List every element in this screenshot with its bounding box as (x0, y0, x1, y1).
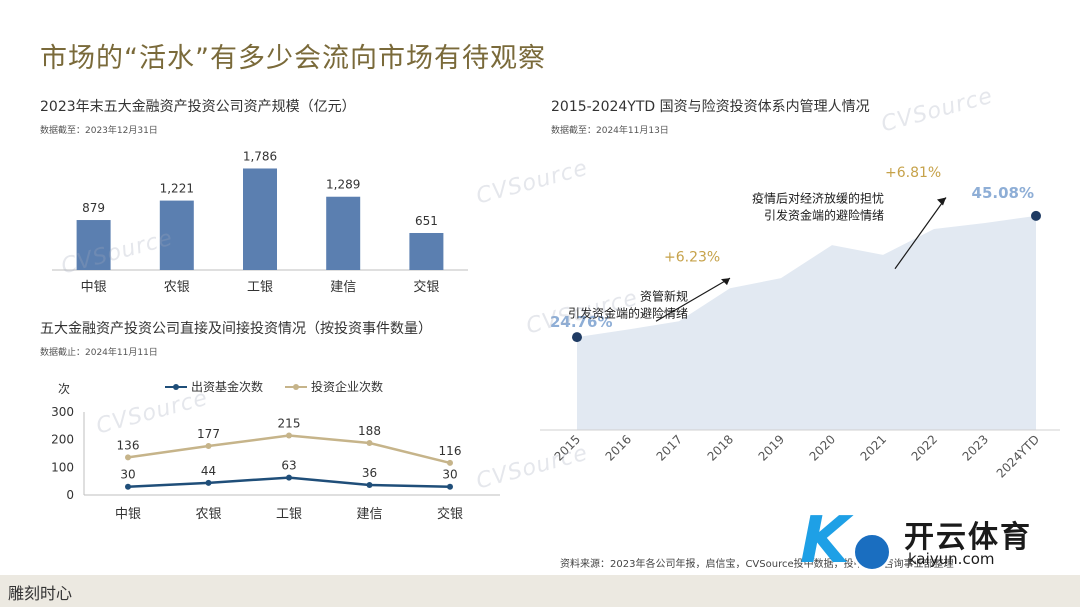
y-tick-label: 200 (51, 433, 74, 447)
series-point (366, 482, 373, 489)
legend-label: 投资企业次数 (311, 379, 383, 394)
area-chart-date: 数据截至：2024年11月13日 (551, 126, 669, 136)
area-fill (577, 215, 1036, 430)
arrow-head (721, 278, 730, 286)
series-point (125, 454, 131, 461)
x-category-label: 建信 (356, 507, 382, 522)
area-chart: 24.76%45.08%2015 2016 2017 2018 2019 2020 2021… (540, 165, 1060, 481)
x-category-label: 工银 (276, 507, 302, 522)
bar-value-label: 651 (415, 214, 438, 228)
data-label: 63 (281, 459, 296, 473)
series-point (205, 443, 212, 450)
bar-category-label: 工银 (247, 280, 273, 295)
bar-category-label: 中银 (81, 280, 107, 295)
series-point (447, 459, 453, 466)
source-note: 资料来源：2023年各公司年报，启信宝，CVSource投中数据，投中研究咨询事… (560, 559, 954, 570)
bar (243, 168, 277, 270)
page-title: 市场的“活水”有多少会流向市场有待观察 (40, 43, 546, 74)
legend-label: 出资基金次数 (191, 379, 263, 394)
x-category-label: 2020 (807, 432, 838, 463)
x-category-label: 2021 (858, 432, 889, 463)
bar-category-label: 交银 (413, 279, 439, 295)
data-label: 44 (201, 464, 216, 478)
bar (76, 220, 111, 270)
x-category-label: 2022 (909, 432, 940, 463)
arrow-head (937, 197, 946, 206)
callout-text: 引发资金端的避险情绪 (568, 306, 688, 321)
point-value-label: 24.76% (550, 313, 612, 331)
x-category-label: 2018 (705, 432, 736, 463)
logo-url: kaiyun.com (908, 550, 995, 568)
line-chart-title: 五大金融资产投资公司直接及间接投资情况（按投资事件数量） (40, 321, 432, 337)
bar-value-label: 1,221 (160, 182, 194, 196)
callout-text: 引发资金端的避险情绪 (764, 207, 884, 222)
data-label: 188 (358, 424, 381, 438)
line-chart: 次 0 100 200 300 出资基金次数 投资企业次数 30 44 63 36 30 136 177 2… (51, 379, 500, 522)
area-chart-title: 2015-2024YTD 国资与险资投资体系内管理人情况 (551, 99, 870, 115)
legend-marker (173, 384, 179, 390)
bar-chart-title: 2023年末五大金融资产投资公司资产规模（亿元） (40, 99, 356, 115)
legend-marker (293, 384, 299, 390)
bar-value-label: 1,786 (243, 149, 277, 163)
bar (326, 196, 361, 270)
data-label: 215 (278, 417, 301, 431)
kaiyun-logo: K 开云体育 kaiyun.com (800, 508, 1070, 574)
callout-text: 资管新规 (640, 289, 688, 304)
x-category-label: 交银 (437, 506, 463, 522)
bar (159, 200, 194, 270)
growth-annotation: +6.81% (885, 165, 941, 181)
bar-chart: 879 中银 1,221 农银 1,786 工银 1,289 建信 651 交银 (52, 149, 468, 295)
line-chart-date: 数据截止：2024年11月11日 (40, 348, 158, 358)
logo-k-icon: K (800, 504, 850, 578)
bar-chart-date: 数据截至：2023年12月31日 (40, 126, 158, 136)
data-label: 177 (197, 427, 220, 441)
arrow-line (894, 197, 947, 270)
logo-name: 开云体育 (904, 520, 1032, 555)
bar-value-label: 879 (82, 201, 105, 215)
endpoint-marker (572, 332, 582, 343)
soccer-ball-icon (852, 532, 892, 572)
y-tick-label: 0 (66, 488, 74, 502)
x-category-label: 2023 (960, 432, 991, 463)
bar-category-label: 建信 (330, 280, 356, 295)
x-category-label: 2019 (756, 432, 787, 463)
y-axis-label: 次 (58, 382, 70, 396)
x-category-label: 2017 (654, 432, 685, 463)
data-label: 36 (362, 466, 377, 480)
series-point (286, 432, 292, 439)
y-tick-label: 100 (51, 460, 74, 474)
watermark: CVSource (878, 83, 996, 138)
series-point (447, 483, 453, 490)
point-value-label: 45.08% (972, 184, 1034, 202)
data-label: 116 (439, 444, 462, 458)
series-point (205, 479, 212, 486)
callout-text: 疫情后对经济放缓的担忧 (752, 190, 884, 205)
bar (409, 232, 444, 270)
x-category-label: 中银 (115, 507, 141, 522)
growth-annotation: +6.23% (664, 249, 720, 265)
x-category-label: 农银 (195, 507, 221, 522)
series-point (125, 483, 131, 490)
series-point (366, 439, 373, 446)
x-category-label: 2016 (603, 432, 634, 463)
x-category-label: 2024YTD (994, 432, 1042, 480)
arrow-line (655, 277, 731, 322)
bar-category-label: 农银 (164, 280, 190, 295)
endpoint-marker (1031, 210, 1041, 221)
footer-bar (0, 575, 1080, 607)
data-label: 30 (120, 468, 135, 482)
data-label: 30 (442, 468, 457, 482)
y-tick-label: 300 (51, 405, 74, 419)
series-point (286, 474, 292, 481)
data-label: 136 (117, 438, 140, 452)
bar-value-label: 1,289 (326, 178, 360, 192)
signature: 雕刻时心 (8, 584, 73, 603)
